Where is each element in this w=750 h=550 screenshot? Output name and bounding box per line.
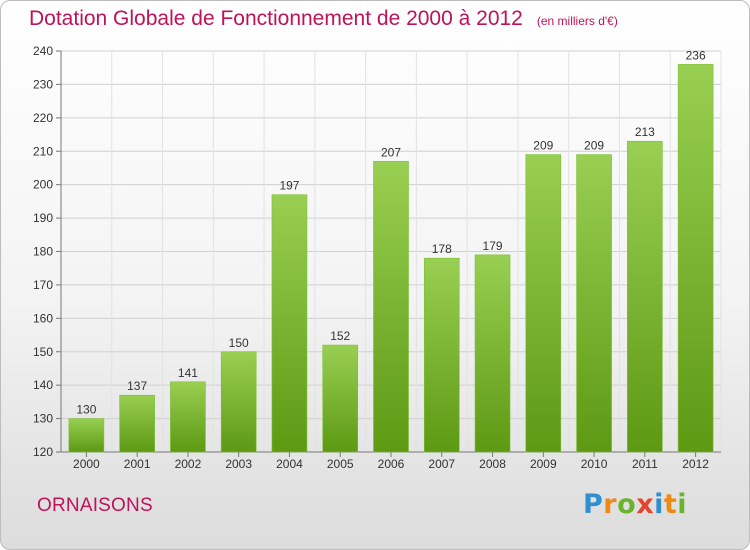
proxiti-logo: Proxiti: [583, 489, 688, 520]
bar-value-label: 178: [432, 242, 452, 256]
bar-2012: [677, 64, 714, 453]
bar-2004: [271, 194, 308, 453]
bar-2006: [373, 160, 409, 453]
y-tick-label: 150: [33, 345, 53, 359]
bar-value-label: 150: [229, 336, 249, 350]
y-tick-label: 240: [33, 44, 53, 58]
bar-2005: [322, 344, 359, 453]
y-tick-label: 220: [33, 111, 53, 125]
bar-2000: [68, 418, 105, 453]
y-tick-label: 120: [33, 445, 53, 459]
y-tick-label: 180: [33, 245, 53, 259]
x-tick-label: 2000: [73, 457, 100, 471]
x-tick-label: 2012: [682, 457, 709, 471]
chart-title: Dotation Globale de Fonctionnement de 20…: [29, 7, 618, 31]
y-tick-label: 200: [33, 178, 53, 192]
bar-value-label: 141: [178, 366, 198, 380]
y-tick-label: 160: [33, 311, 53, 325]
x-tick-label: 2007: [428, 457, 455, 471]
bar-2010: [576, 154, 612, 453]
x-tick-label: 2001: [124, 457, 151, 471]
bar-value-label: 209: [584, 139, 604, 153]
commune-name: ORNAISONS: [37, 495, 153, 516]
x-tick-label: 2004: [276, 457, 303, 471]
x-tick-label: 2010: [581, 457, 608, 471]
labels: 120 130 140 150 160 170 180 190 200 210 220 230 240 1…: [33, 44, 709, 471]
x-tick-label: 2006: [378, 457, 405, 471]
bars: [68, 64, 714, 453]
bar-2001: [119, 394, 155, 453]
y-tick-label: 230: [33, 77, 53, 91]
y-tick-label: 130: [33, 412, 53, 426]
y-tick-label: 140: [33, 378, 53, 392]
y-tick-label: 210: [33, 144, 53, 158]
bar-value-label: 137: [127, 379, 147, 393]
x-tick-label: 2009: [530, 457, 557, 471]
chart-title-text: Dotation Globale de Fonctionnement de 20…: [29, 7, 523, 30]
bar-2008: [474, 254, 511, 453]
bar-2003: [220, 351, 257, 453]
bar-value-label: 152: [330, 329, 350, 343]
bar-value-label: 236: [686, 48, 706, 62]
bar-value-label: 207: [381, 145, 401, 159]
y-tick-label: 190: [33, 211, 53, 225]
x-tick-label: 2011: [632, 457, 658, 471]
x-tick-label: 2002: [175, 457, 202, 471]
x-tick-label: 2008: [479, 457, 506, 471]
bar-value-label: 197: [279, 179, 299, 193]
bar-value-label: 213: [635, 125, 655, 139]
x-tick-label: 2005: [327, 457, 354, 471]
bar-value-label: 179: [483, 239, 503, 253]
chart-unit-text: (en milliers d'€): [536, 14, 618, 28]
bar-value-label: 209: [533, 139, 553, 153]
bar-2002: [170, 381, 206, 453]
bar-value-label: 130: [76, 403, 96, 417]
bar-2011: [627, 140, 663, 453]
x-tick-label: 2003: [225, 457, 252, 471]
bar-2007: [423, 257, 460, 453]
y-tick-label: 170: [33, 278, 53, 292]
bar-2009: [525, 154, 562, 453]
